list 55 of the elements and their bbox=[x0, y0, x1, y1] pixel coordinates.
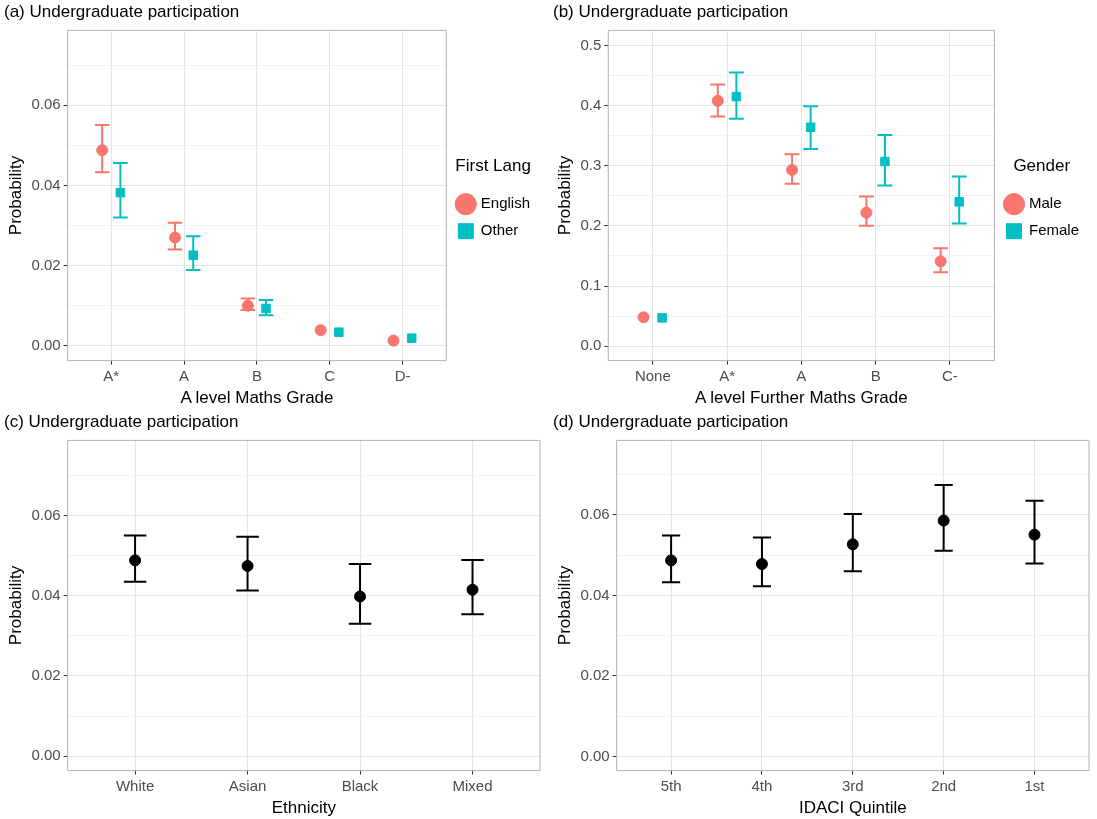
y-tick-label: 0.00 bbox=[31, 335, 61, 353]
legend-label: Male bbox=[1028, 194, 1062, 212]
chart-title: (d) Undergraduate participation bbox=[553, 411, 789, 431]
x-tick-label: A bbox=[796, 366, 807, 384]
x-tick-label: Asian bbox=[228, 776, 267, 794]
x-tick-label: C- bbox=[942, 366, 958, 384]
chart-title: (b) Undergraduate participation bbox=[553, 1, 789, 21]
y-tick-label: 0.04 bbox=[580, 585, 610, 603]
x-tick-label: 3rd bbox=[841, 776, 864, 794]
y-tick-label: 0.06 bbox=[31, 95, 61, 113]
legend-title: First Lang bbox=[455, 156, 531, 176]
y-tick-label: 0.06 bbox=[580, 505, 610, 523]
y-tick-label: 0.0 bbox=[580, 336, 602, 354]
x-axis-title: IDACI Quintile bbox=[798, 798, 907, 818]
x-tick-label: None bbox=[634, 366, 671, 384]
y-tick-label: 0.00 bbox=[580, 746, 610, 764]
x-axis-title: A level Maths Grade bbox=[180, 388, 334, 408]
y-axis-title: Probability bbox=[554, 565, 574, 646]
x-tick-label: C bbox=[324, 366, 336, 384]
legend-label: Female bbox=[1028, 221, 1080, 239]
x-tick-label: 4th bbox=[751, 776, 773, 794]
x-tick-label: 1st bbox=[1024, 776, 1046, 794]
x-tick-label: D- bbox=[394, 366, 411, 384]
y-tick-label: 0.1 bbox=[580, 276, 602, 294]
x-tick-label: A bbox=[179, 366, 190, 384]
chart-title: (a) Undergraduate participation bbox=[4, 1, 240, 21]
y-tick-label: 0.4 bbox=[580, 95, 602, 113]
y-axis-title: Probability bbox=[5, 565, 25, 646]
x-tick-label: A* bbox=[719, 366, 736, 384]
x-axis-title: Ethnicity bbox=[271, 798, 337, 818]
y-tick-label: 0.00 bbox=[31, 746, 61, 764]
y-axis-title: Probability bbox=[5, 155, 25, 236]
x-tick-label: White bbox=[115, 776, 155, 794]
x-tick-label: Black bbox=[341, 776, 379, 794]
legend-title: Gender bbox=[1013, 156, 1071, 176]
x-tick-label: B bbox=[870, 366, 881, 384]
y-tick-label: 0.3 bbox=[580, 155, 602, 173]
x-tick-label: Mixed bbox=[452, 776, 493, 794]
y-tick-label: 0.2 bbox=[580, 216, 602, 234]
x-axis-title: A level Further Maths Grade bbox=[695, 388, 908, 408]
y-tick-label: 0.06 bbox=[31, 505, 61, 523]
chart-title: (c) Undergraduate participation bbox=[4, 411, 239, 431]
y-tick-label: 0.5 bbox=[580, 35, 602, 53]
legend-label: Other bbox=[480, 221, 519, 239]
y-axis-title: Probability bbox=[554, 155, 574, 236]
y-tick-label: 0.02 bbox=[31, 666, 61, 684]
x-tick-label: A* bbox=[103, 366, 120, 384]
y-tick-label: 0.02 bbox=[31, 255, 61, 273]
x-tick-label: 5th bbox=[660, 776, 682, 794]
x-tick-label: B bbox=[251, 366, 262, 384]
x-tick-label: 2nd bbox=[931, 776, 957, 794]
y-tick-label: 0.04 bbox=[31, 585, 61, 603]
y-tick-label: 0.02 bbox=[580, 666, 610, 684]
y-tick-label: 0.04 bbox=[31, 175, 61, 193]
legend-label: English bbox=[480, 194, 531, 212]
